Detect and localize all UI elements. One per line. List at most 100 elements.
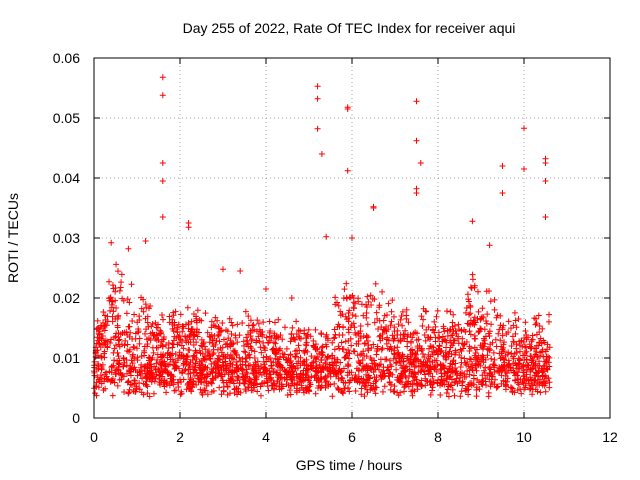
data-point <box>364 303 371 310</box>
data-point <box>186 333 193 340</box>
data-point <box>93 340 100 347</box>
data-point <box>125 389 132 396</box>
data-point <box>542 214 549 220</box>
data-point <box>159 178 166 184</box>
data-point <box>322 379 329 386</box>
data-point <box>129 335 136 342</box>
data-point <box>227 360 234 367</box>
data-point <box>287 338 294 345</box>
data-point <box>116 376 123 383</box>
data-point <box>267 375 274 382</box>
data-point <box>418 347 425 354</box>
data-point <box>350 304 357 311</box>
data-point <box>518 390 525 397</box>
data-point <box>146 393 153 400</box>
data-points <box>91 74 553 400</box>
data-point <box>454 380 461 387</box>
data-point <box>360 348 367 355</box>
data-point <box>330 335 337 342</box>
data-point <box>293 331 300 338</box>
data-point <box>332 294 339 301</box>
data-point <box>190 331 197 338</box>
data-point <box>114 382 121 389</box>
data-point <box>190 369 197 376</box>
data-point <box>196 364 203 371</box>
data-point <box>95 365 102 372</box>
data-point <box>378 376 385 383</box>
data-point <box>340 365 347 372</box>
data-point <box>268 382 275 389</box>
data-point <box>264 383 271 390</box>
data-point <box>523 348 530 355</box>
data-point <box>268 365 275 372</box>
data-point <box>430 327 437 334</box>
data-point <box>499 163 506 169</box>
data-point <box>195 375 202 382</box>
data-point <box>297 328 304 335</box>
data-point <box>397 362 404 369</box>
data-point <box>497 355 504 362</box>
data-point <box>120 373 127 380</box>
data-point <box>409 387 416 394</box>
data-point <box>120 363 127 370</box>
data-point <box>539 367 546 374</box>
data-point <box>302 371 309 378</box>
data-point <box>483 317 490 324</box>
data-point <box>510 322 517 329</box>
data-point <box>192 348 199 355</box>
data-point <box>413 190 420 196</box>
data-point <box>275 373 282 380</box>
data-point <box>530 359 537 366</box>
data-point <box>349 312 356 319</box>
data-point <box>348 369 355 376</box>
data-point <box>486 328 493 335</box>
data-point <box>216 338 223 345</box>
data-point <box>497 322 504 329</box>
data-point <box>543 365 550 372</box>
data-point <box>504 370 511 377</box>
data-point <box>259 379 266 386</box>
data-point <box>521 352 528 359</box>
data-point <box>212 359 219 366</box>
data-point <box>170 341 177 348</box>
data-point <box>384 334 391 341</box>
data-point <box>395 377 402 384</box>
data-point <box>209 369 216 376</box>
data-point <box>169 356 176 363</box>
x-axis-ticks: 0 2 4 6 8 10 12 <box>90 58 618 445</box>
data-point <box>423 378 430 385</box>
data-point <box>521 166 527 172</box>
data-point <box>546 354 553 361</box>
data-point <box>336 345 343 352</box>
data-point <box>355 330 362 337</box>
data-point <box>521 343 528 350</box>
data-point <box>474 376 481 383</box>
data-point <box>435 329 442 336</box>
data-point <box>126 299 133 306</box>
data-point <box>190 378 197 385</box>
data-point <box>470 375 477 382</box>
data-point <box>203 371 210 378</box>
data-point <box>346 307 353 314</box>
data-point <box>526 341 533 348</box>
data-point <box>391 383 398 390</box>
data-point <box>441 370 448 377</box>
data-point <box>466 355 473 362</box>
data-point <box>490 349 497 356</box>
data-point <box>385 300 392 307</box>
data-point <box>100 308 107 315</box>
data-point <box>434 380 441 387</box>
data-point <box>242 387 249 394</box>
data-point <box>237 268 244 274</box>
data-point <box>274 360 281 367</box>
data-point <box>251 354 258 361</box>
data-point <box>119 295 126 302</box>
data-point <box>131 377 138 384</box>
data-point <box>292 348 299 355</box>
data-point <box>152 375 159 382</box>
data-point <box>511 350 518 357</box>
data-point <box>439 380 446 387</box>
data-point <box>443 375 450 382</box>
data-point <box>387 322 394 329</box>
data-point <box>546 311 553 318</box>
